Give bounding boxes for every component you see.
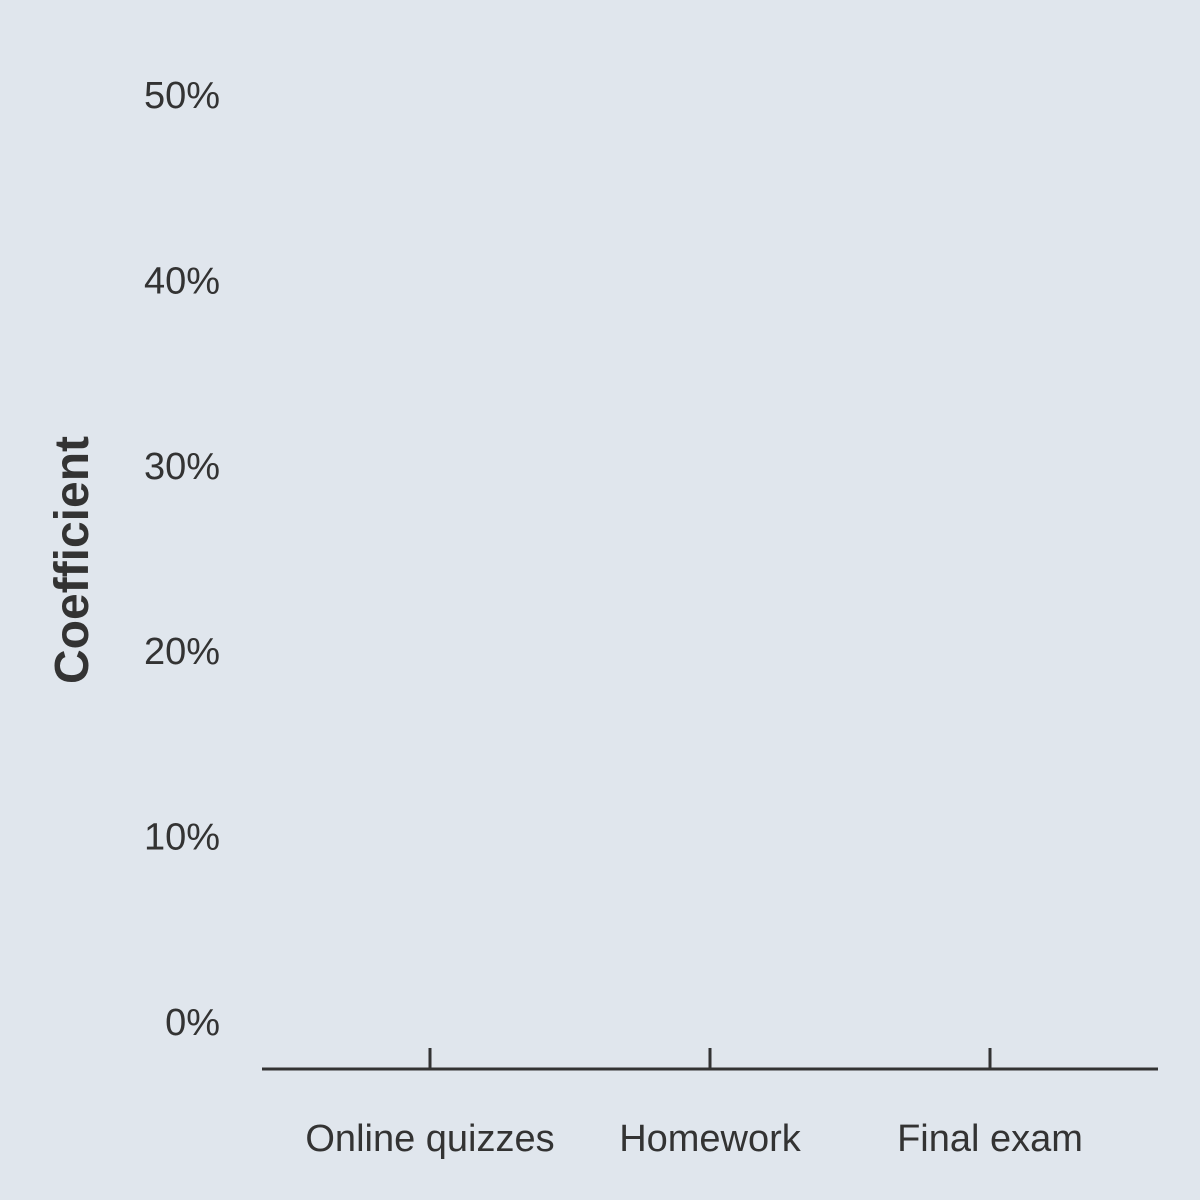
y-tick-label: 10%: [144, 817, 220, 859]
y-axis-title: Coefficient: [46, 436, 99, 684]
y-tick-label: 20%: [144, 631, 220, 673]
y-tick-label: 40%: [144, 260, 220, 302]
y-tick-label: 30%: [144, 446, 220, 488]
x-tick-label: Online quizzes: [305, 1118, 554, 1160]
x-tick-label: Homework: [619, 1118, 802, 1160]
y-tick-label: 50%: [144, 75, 220, 117]
y-axis-ticks: 0% 10% 20% 30% 40% 50%: [144, 75, 220, 1044]
y-tick-label: 0%: [165, 1002, 220, 1044]
x-tick-label: Final exam: [897, 1118, 1083, 1160]
x-axis-ticks: Online quizzes Homework Final exam: [305, 1048, 1083, 1160]
